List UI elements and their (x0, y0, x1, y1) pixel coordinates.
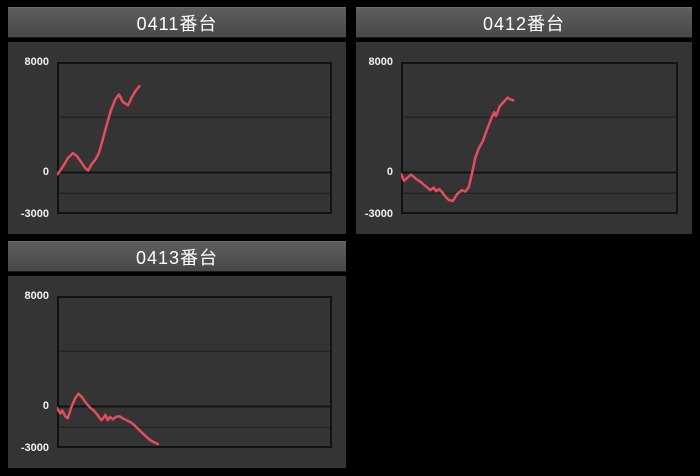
line-chart (57, 296, 332, 448)
chart-canvas (57, 296, 332, 448)
panel-chart-area: 8000 0 -3000 (8, 42, 346, 234)
y-axis-tick-0: 0 (386, 166, 393, 178)
y-axis: 8000 0 -3000 (8, 276, 49, 468)
y-axis: 8000 0 -3000 (356, 42, 393, 234)
machine-number-title: 0412番台 (482, 13, 566, 34)
y-axis-tick-0: 0 (42, 400, 49, 412)
machine-number-title: 0413番台 (135, 247, 219, 268)
line-chart (401, 62, 678, 214)
panel-title-bar: 0411番台 (8, 7, 346, 38)
chart-border (57, 62, 332, 214)
chart-canvas (401, 62, 678, 214)
machine-number-title: 0411番台 (136, 13, 218, 34)
y-axis-tick-8000: 8000 (24, 290, 49, 302)
line-chart (57, 62, 332, 214)
y-axis-tick-0: 0 (42, 166, 49, 178)
chart-border (57, 296, 332, 448)
y-axis: 8000 0 -3000 (8, 42, 49, 234)
machine-panel-0412: 0412番台 8000 0 -3000 (356, 7, 692, 234)
chart-border (401, 62, 678, 214)
chart-canvas (57, 62, 332, 214)
y-axis-tick-minus3000: -3000 (364, 208, 393, 220)
panel-title-bar: 0412番台 (356, 7, 692, 38)
series-line (401, 96, 515, 203)
y-axis-tick-8000: 8000 (368, 56, 393, 68)
panel-title-bar: 0413番台 (8, 241, 346, 272)
machine-panel-0413: 0413番台 8000 0 -3000 (8, 241, 346, 468)
y-axis-tick-minus3000: -3000 (20, 442, 49, 454)
series-line (57, 84, 141, 176)
y-axis-tick-minus3000: -3000 (20, 208, 49, 220)
series-line (57, 392, 160, 446)
machine-panel-0411: 0411番台 8000 0 -3000 (8, 7, 346, 234)
panel-chart-area: 8000 0 -3000 (356, 42, 692, 234)
y-axis-tick-8000: 8000 (24, 56, 49, 68)
panel-chart-area: 8000 0 -3000 (8, 276, 346, 468)
